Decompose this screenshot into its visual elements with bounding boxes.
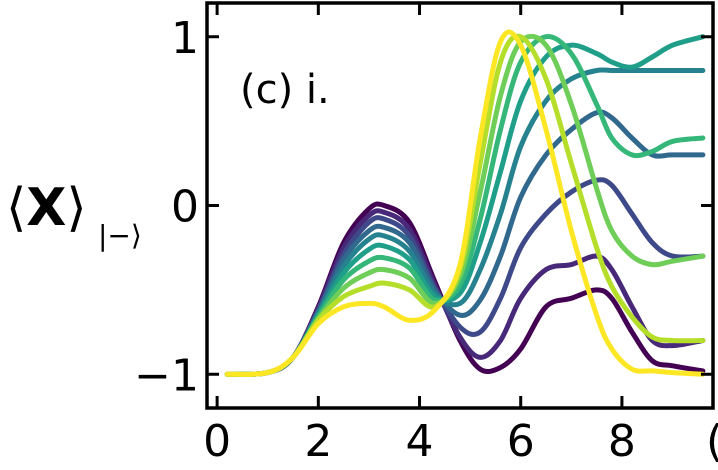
x-tick-label-4: 4 <box>406 416 434 467</box>
x-tick-label-2: 2 <box>304 416 332 467</box>
ticks-layer: 0 2 4 6 810−1 <box>134 3 713 467</box>
y-tick-label-0: 1 <box>171 13 199 64</box>
y-axis-label-symbol: X <box>26 178 66 238</box>
x-tick-label-8: 8 <box>608 416 636 467</box>
y-axis-label-right-bracket: ⟩ <box>66 178 86 238</box>
series-line-10 <box>224 29 706 377</box>
y-tick-label-1: 0 <box>171 182 199 233</box>
svg-text:⟨X⟩: ⟨X⟩ <box>6 178 87 238</box>
series-line-7 <box>224 34 706 377</box>
panel-label: (c) i. <box>240 67 330 113</box>
x-tick-label-6: 6 <box>507 416 535 467</box>
series-line-8 <box>224 33 706 377</box>
y-axis-label-left-bracket: ⟨ <box>6 178 26 238</box>
series-line-9 <box>224 33 706 377</box>
right-edge-glyph: ( <box>706 416 718 467</box>
series-layer <box>224 29 706 377</box>
y-axis-label: ⟨X⟩ |−⟩ <box>6 178 142 252</box>
y-tick-label-2: −1 <box>134 350 199 401</box>
x-tick-label-0: 0 <box>203 416 231 467</box>
y-axis-label-subscript: |−⟩ <box>98 219 142 252</box>
